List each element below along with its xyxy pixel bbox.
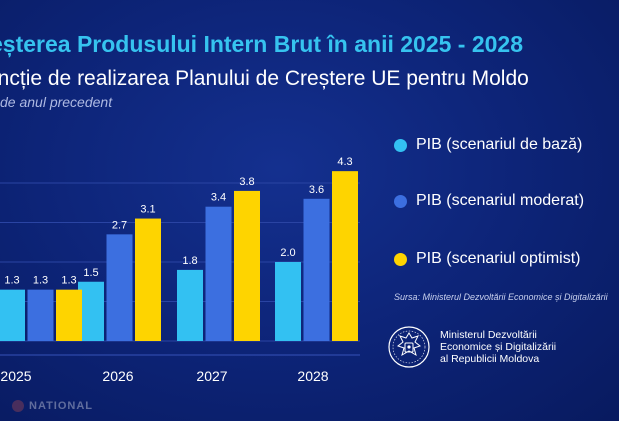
ministry-line: al Republicii Moldova xyxy=(440,353,540,365)
watermark-text: NATIONAL xyxy=(29,400,94,412)
x-tick-label: 2025 xyxy=(0,368,31,384)
data-label: 3.8 xyxy=(239,176,254,188)
data-label: 3.4 xyxy=(211,192,226,204)
chart-title: eșterea Produsului Intern Brut în anii 2… xyxy=(0,31,524,57)
legend-label: PIB (scenariul moderat) xyxy=(416,192,585,209)
data-label: 1.3 xyxy=(61,275,76,287)
data-label: 1.8 xyxy=(182,255,197,267)
ministry-line: Economice și Digitalizării xyxy=(440,341,557,353)
data-label: 3.6 xyxy=(309,184,324,196)
x-tick-label: 2027 xyxy=(196,368,227,384)
legend-label: PIB (scenariul optimist) xyxy=(416,250,581,267)
chart-subtitle: uncție de realizarea Planului de Creșter… xyxy=(0,67,529,90)
bar xyxy=(78,281,104,341)
legend-dot-icon xyxy=(394,194,407,208)
watermark: NATIONAL xyxy=(12,400,93,412)
bar xyxy=(303,198,330,341)
unit-note: de anul precedent xyxy=(0,94,113,110)
bar xyxy=(205,206,232,341)
moldova-coat-of-arms-icon xyxy=(388,326,430,368)
x-tick-label: 2026 xyxy=(102,368,133,384)
data-label: 1.3 xyxy=(4,275,19,287)
bar xyxy=(234,190,260,341)
bar xyxy=(0,289,25,341)
ministry-name: Ministerul Dezvoltării Economice și Digi… xyxy=(440,329,556,365)
bar xyxy=(135,218,161,341)
legend-dot-icon xyxy=(394,252,407,266)
data-label: 2.7 xyxy=(112,219,127,231)
bar xyxy=(275,262,301,341)
legend-item-base: PIB (scenariul de bază) xyxy=(394,136,582,154)
ministry-block: Ministerul Dezvoltării Economice și Digi… xyxy=(387,325,556,369)
data-label: 3.1 xyxy=(140,204,155,216)
source-note: Sursa: Ministerul Dezvoltării Economice … xyxy=(394,292,608,302)
legend-item-moderate: PIB (scenariul moderat) xyxy=(394,192,584,210)
data-label: 2.0 xyxy=(280,247,295,259)
bar xyxy=(56,289,82,341)
data-label: 1.3 xyxy=(33,275,48,287)
legend-item-optimist: PIB (scenariul optimist) xyxy=(394,250,581,268)
bar xyxy=(27,289,54,341)
bar xyxy=(332,171,358,341)
data-label: 1.5 xyxy=(83,267,98,279)
national-logo-icon xyxy=(12,400,24,412)
ministry-line: Ministerul Dezvoltării xyxy=(440,329,537,341)
bar xyxy=(177,269,203,341)
legend-dot-icon xyxy=(394,138,407,152)
legend-label: PIB (scenariul de bază) xyxy=(416,136,583,153)
x-tick-label: 2028 xyxy=(297,368,328,384)
data-label: 4.3 xyxy=(337,156,352,168)
bar xyxy=(106,234,133,341)
